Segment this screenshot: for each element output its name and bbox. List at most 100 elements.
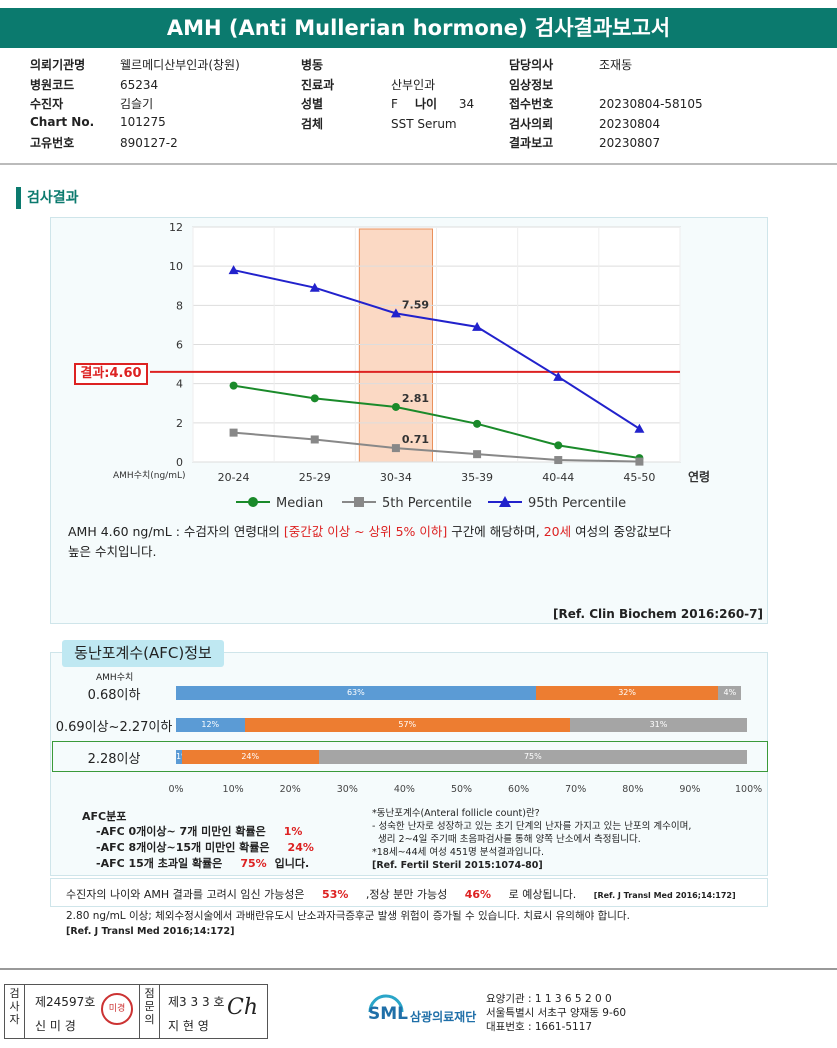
afc-dist-tail: 입니다. [274, 857, 310, 870]
legend-label: 5th Percentile [382, 496, 472, 511]
afc-bar-segment: 31% [569, 718, 747, 732]
preg-value-1: 53% [322, 888, 349, 901]
org-name: 삼광의료재단 [410, 1010, 477, 1024]
tester-number: 제24597호 [35, 995, 96, 1009]
report-title: AMH (Anti Mullerian hormone) 검사결과보고서 [0, 8, 837, 48]
info-label: 진료과 [301, 77, 335, 92]
data-point [634, 423, 645, 433]
info-label: 검사의뢰 [509, 116, 554, 131]
afc-definition-line: [Ref. Fertil Steril 2015:1074-80] [372, 860, 543, 871]
legend-marker [354, 497, 364, 507]
afc-axis-tick: 20% [279, 784, 301, 795]
info-row: 의뢰기관명 웰르메디산부인과(창원) [30, 56, 240, 73]
afc-axis-tick: 80% [622, 784, 644, 795]
afc-dist-title: AFC분포 [82, 810, 127, 823]
data-point [554, 456, 563, 465]
afc-distribution: AFC분포 -AFC 0개이상~ 7개 미만인 확률은 1% -AFC 8개이상~1… [82, 808, 314, 872]
afc-bar-segment: 32% [535, 686, 719, 700]
y-tick-label: 8 [176, 299, 183, 312]
afc-title: 동난포계수(AFC)정보 [62, 640, 224, 667]
info-row: 결과보고 20230807 [509, 134, 660, 151]
tester-name: 신 미 경 [35, 1019, 76, 1033]
x-tick-label: 40-44 [542, 471, 574, 484]
signature-box: 검사자 제24597호 신 미 경 미경 점문의 제3 3 3 호 지 현 영 … [4, 984, 268, 1039]
x-tick-label: 45-50 [623, 471, 655, 484]
info-value: 65234 [120, 77, 159, 92]
preg-ref: [Ref. J Transl Med 2016;14:172] [593, 891, 736, 900]
preg-prefix: 수진자의 나이와 AMH 결과를 고려시 임신 가능성은 [66, 888, 305, 901]
info-row: 성별 F [301, 95, 398, 112]
logo-text: SML [368, 1004, 408, 1024]
y-tick-label: 4 [176, 378, 183, 391]
data-point [228, 265, 239, 275]
series-line-1 [233, 431, 640, 463]
legend-label: Median [276, 496, 323, 511]
y-tick-label: 2 [176, 417, 183, 430]
afc-bar-segment: 12% [176, 718, 245, 732]
afc-axis-tick: 90% [679, 784, 701, 795]
afc-dist-text: -AFC 15개 초과일 확률은 [96, 857, 223, 870]
afc-dist-line: -AFC 15개 초과일 확률은 75% 입니다. [96, 856, 314, 872]
afc-definition-line: *18세~44세 여성 451명 분석결과입니다. [372, 847, 544, 858]
info-row: 접수번호 20230804-58105 [509, 95, 703, 112]
data-point [309, 282, 320, 292]
specialist-name: 지 현 영 [168, 1019, 209, 1033]
afc-dist-value: 75% [240, 857, 267, 870]
data-point [391, 444, 400, 453]
pregnancy-box [50, 878, 768, 907]
data-point [391, 402, 400, 411]
amh-line-chart: 0 2 4 6 8 10 12 20-24 25-29 30-34 35-39 40-44 45-50 연… [113, 221, 710, 511]
afc-bar-segment: 75% [318, 750, 747, 764]
info-row: 검체 SST Serum [301, 115, 457, 132]
info-row: 병원코드 65234 [30, 76, 158, 93]
specialist-label: 점문의 [140, 985, 160, 1038]
interp-age: 20세 [543, 524, 572, 539]
data-label: 7.59 [402, 298, 429, 311]
afc-axis-tick: 50% [450, 784, 473, 795]
info-row: 담당의사 조재동 [509, 56, 632, 73]
data-point [553, 371, 564, 381]
data-point [390, 308, 401, 318]
warning-line-1: 2.80 ng/mL 이상; 체외수정시술에서 과배란유도시 난소과자극증후군 … [66, 910, 630, 922]
x-tick-label: 30-34 [380, 471, 412, 484]
afc-dist-lines: -AFC 0개이상~ 7개 미만인 확률은 1% -AFC 8개이상~15개 미만인… [96, 824, 314, 872]
afc-row-label: 0.69이상~2.27이하 [55, 720, 173, 735]
info-label: 고유번호 [30, 136, 75, 150]
preg-value-2: 46% [464, 888, 492, 901]
interp-range: [중간값 이상 ~ 상위 5% 이하] [283, 524, 448, 539]
afc-dist-value: 1% [283, 825, 303, 838]
afc-dist-text: -AFC 8개이상~15개 미만인 확률은 [96, 841, 270, 854]
afc-axis-tick: 60% [508, 784, 530, 795]
afc-bar-segment: 24% [181, 750, 319, 764]
data-point [473, 450, 482, 459]
info-row: 고유번호 890127-2 [30, 134, 178, 151]
afc-axis-tick: 10% [222, 784, 244, 795]
interp-prefix: AMH 4.60 ng/mL : 수검자의 연령대의 [68, 524, 284, 539]
afc-bar-segment: 4% [718, 686, 742, 700]
info-value: 101275 [120, 114, 166, 129]
info-row: 진료과 산부인과 [301, 76, 435, 93]
preg-suffix: 로 예상됩니다. [508, 888, 577, 901]
afc-dist-text: -AFC 0개이상~ 7개 미만인 확률은 [96, 825, 266, 838]
y-tick-label: 0 [176, 456, 183, 469]
afc-definition-line: *동난포계수(Anteral follicle count)란? [372, 808, 540, 819]
afc-axis-tick: 40% [393, 784, 415, 795]
org-address: 서울특별시 서초구 양재동 9-60 [486, 1007, 627, 1019]
age-field: 나이 34 [415, 95, 474, 112]
info-value: 890127-2 [120, 136, 178, 150]
info-row: 검사의뢰 20230804 [509, 115, 660, 132]
info-label: 병동 [301, 58, 324, 72]
x-tick-label: 35-39 [461, 471, 493, 484]
info-value: 산부인과 [391, 77, 436, 92]
info-label: 결과보고 [509, 136, 554, 150]
data-point [554, 441, 563, 450]
info-label: 담당의사 [509, 58, 554, 72]
afc-dist-line: -AFC 8개이상~15개 미만인 확률은 24% [96, 840, 314, 856]
info-value: 20230804 [599, 116, 661, 131]
interp-line2: 높은 수치입니다. [68, 544, 157, 559]
info-row: 임상정보 [509, 76, 599, 93]
warning-ref: [Ref. J Transl Med 2016;14:172] [66, 926, 235, 937]
tester-seal: 미경 [101, 993, 133, 1025]
sml-logo-icon [366, 990, 406, 1030]
divider [0, 163, 837, 165]
